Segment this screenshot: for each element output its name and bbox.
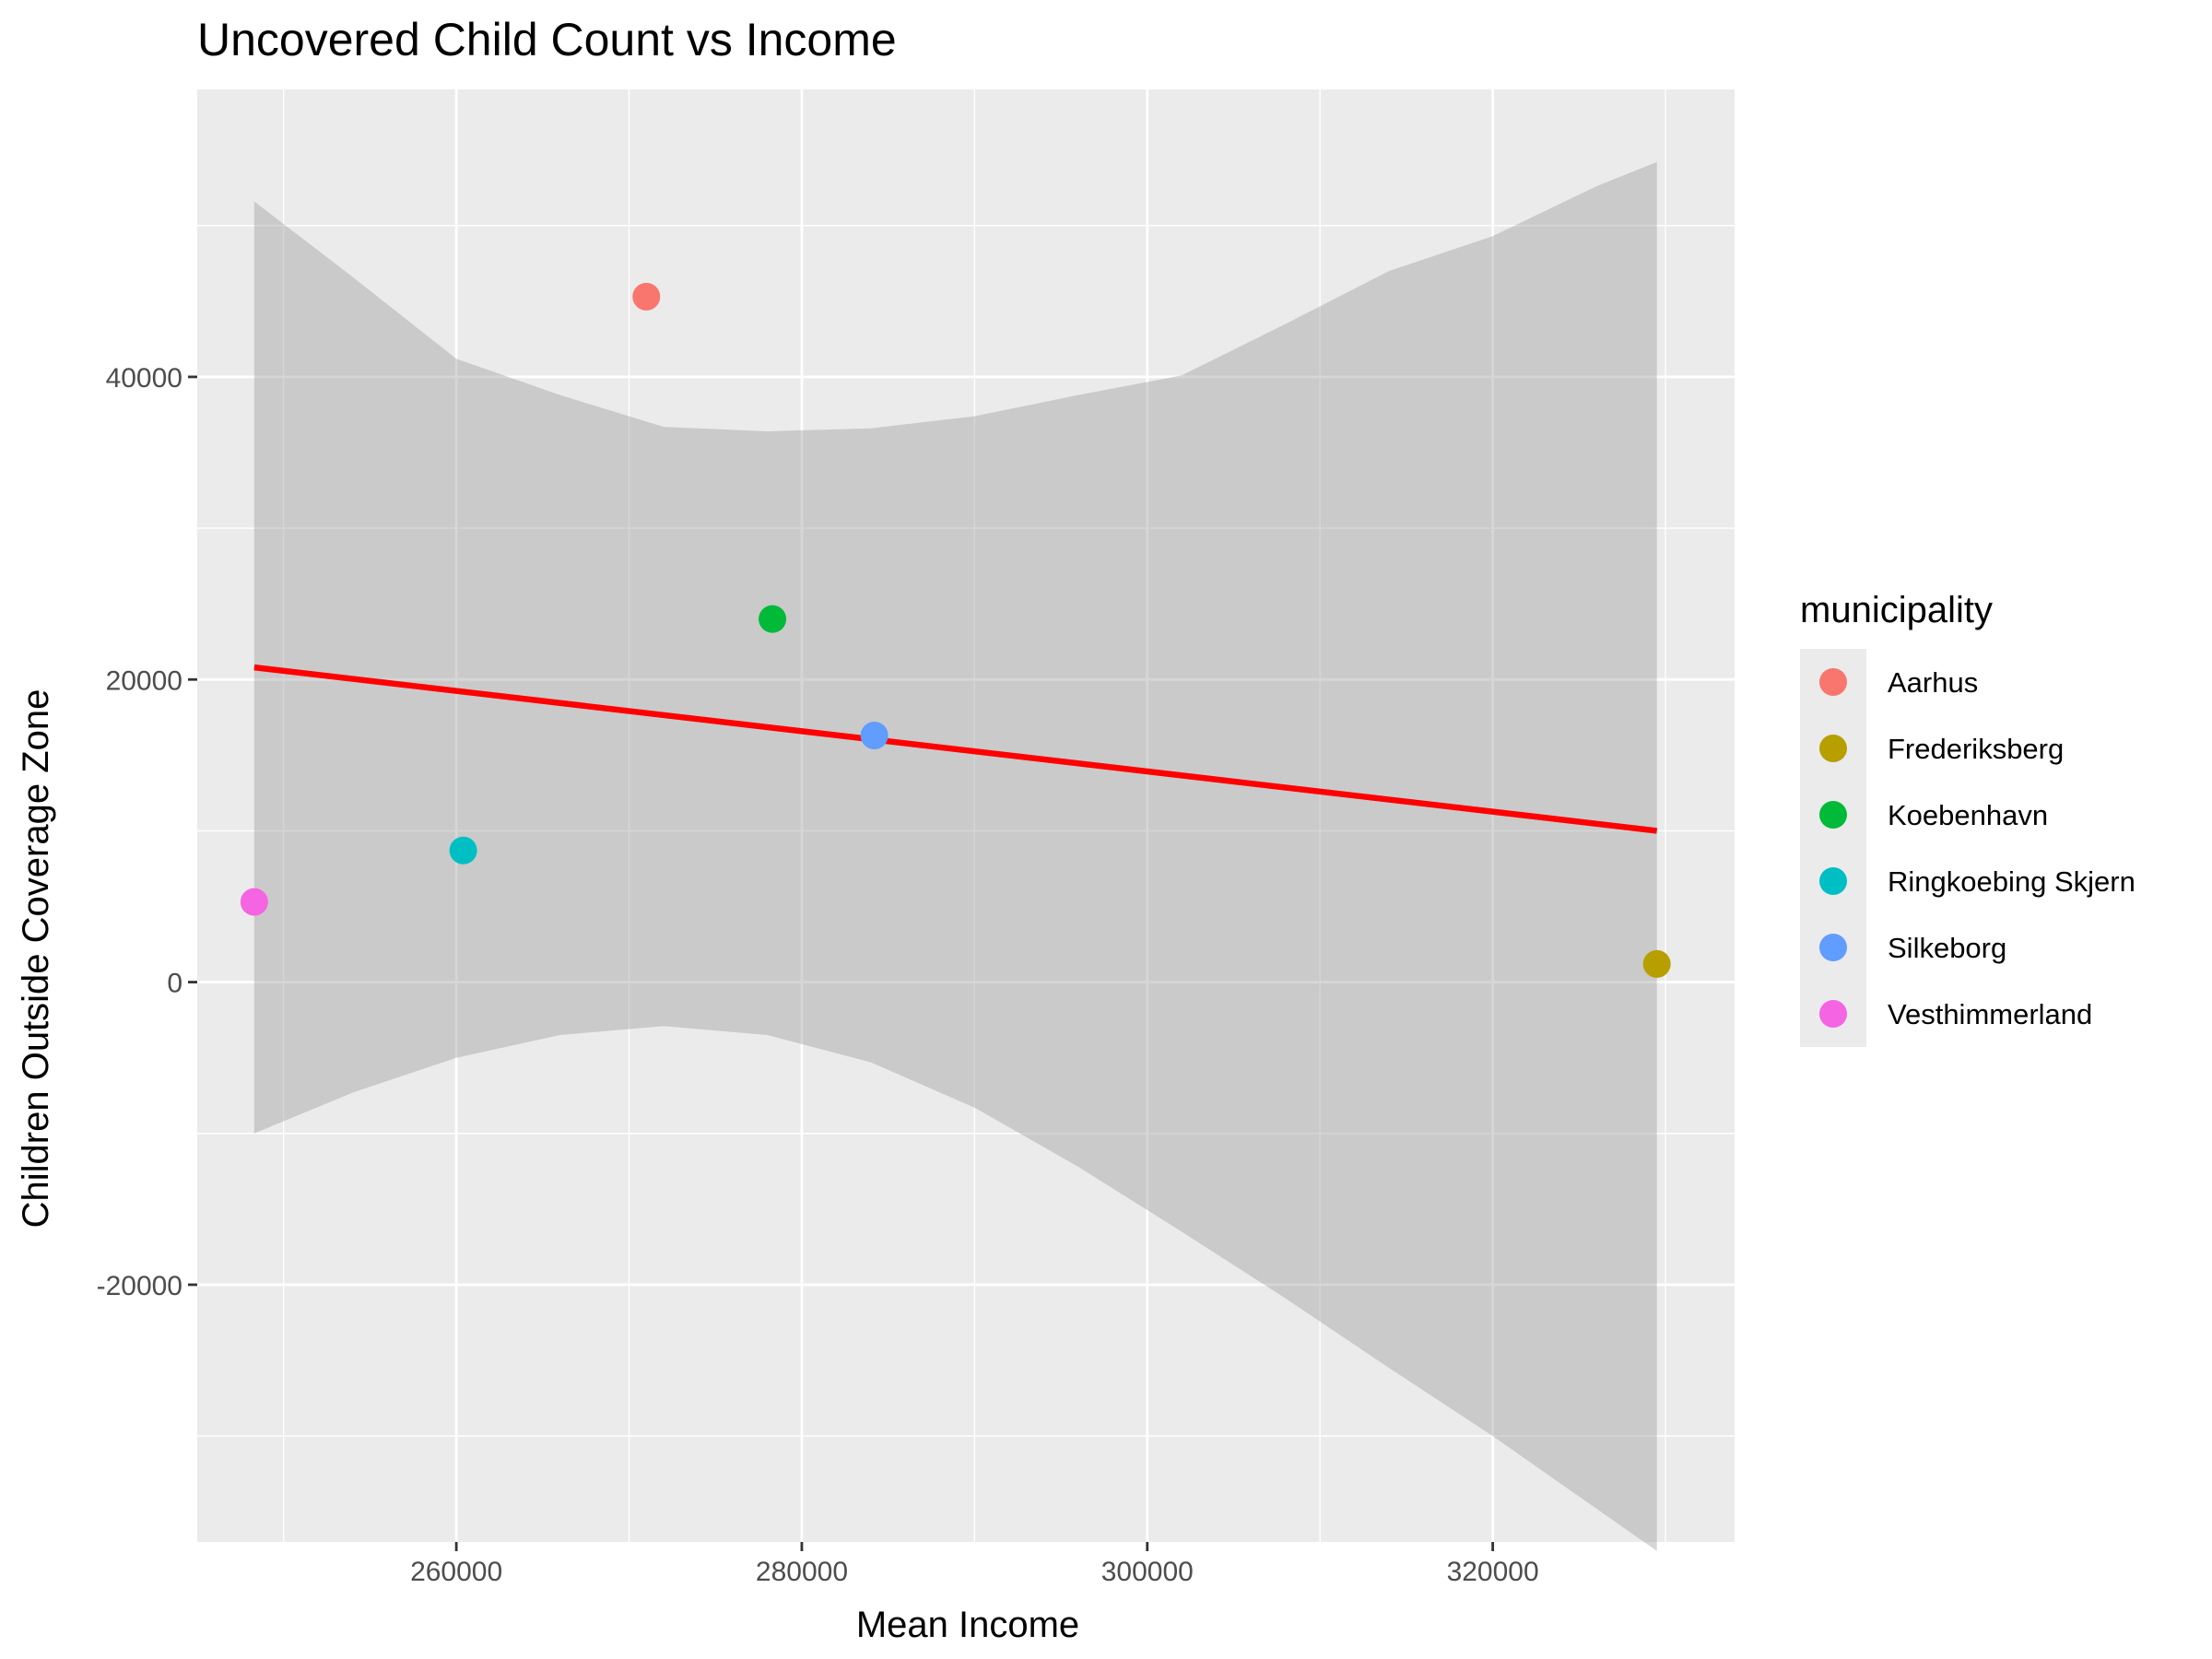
data-point-ringkoebing-skjern [449,836,477,865]
minor-gridlines [197,89,1735,1542]
x-tick-label: 320000 [1447,1557,1539,1587]
data-point-silkeborg [860,721,888,749]
y-axis-ticks: -20000 0 20000 40000 [97,363,197,1301]
regression-line-group [253,664,1658,834]
legend: municipality Aarhus Frederiksberg Koebenha… [1800,590,2136,1047]
y-tick-label: 40000 [106,363,182,394]
plot-panel [197,89,1735,1542]
legend-label: Ringkoebing Skjern [1888,865,2136,898]
legend-label: Aarhus [1888,666,1978,699]
data-point-aarhus [632,282,661,311]
chart-title: Uncovered Child Count vs Income [197,14,897,65]
legend-label: Silkeborg [1888,932,2006,964]
legend-label: Vesthimmerland [1888,998,2092,1030]
y-axis-title: Children Outside Coverage Zone [16,689,56,1229]
data-point-koebenhavn [759,605,787,633]
legend-key-frederiksberg [1819,735,1847,762]
legend-key-aarhus [1819,668,1847,696]
x-axis-title: Mean Income [856,1605,1079,1645]
data-points [240,282,1671,978]
regression-line [253,664,1658,834]
confidence-band [253,161,1657,1551]
x-tick-label: 280000 [756,1557,848,1587]
x-tick-label: 260000 [410,1557,502,1587]
legend-key-ringkoebing-skjern [1819,867,1847,895]
legend-key-koebenhavn [1819,801,1847,829]
legend-key-silkeborg [1819,934,1847,961]
legend-label: Frederiksberg [1888,733,2064,765]
legend-key-background [1800,649,1866,1047]
x-axis-ticks: 260000 280000 300000 320000 [410,1542,1539,1587]
y-tick-label: -20000 [97,1271,182,1301]
data-point-frederiksberg [1642,949,1671,978]
legend-label: Koebenhavn [1888,799,2048,831]
legend-title: municipality [1800,590,1993,630]
y-tick-label: 20000 [106,665,182,696]
legend-items: Aarhus Frederiksberg Koebenhavn Ringkoebing… [1819,666,2136,1030]
legend-key-vesthimmerland [1819,1000,1847,1028]
y-tick-label: 0 [167,969,182,999]
data-point-vesthimmerland [240,888,268,916]
major-gridlines [197,89,1735,1542]
x-tick-label: 300000 [1101,1557,1194,1587]
confidence-band-area [253,161,1657,1551]
